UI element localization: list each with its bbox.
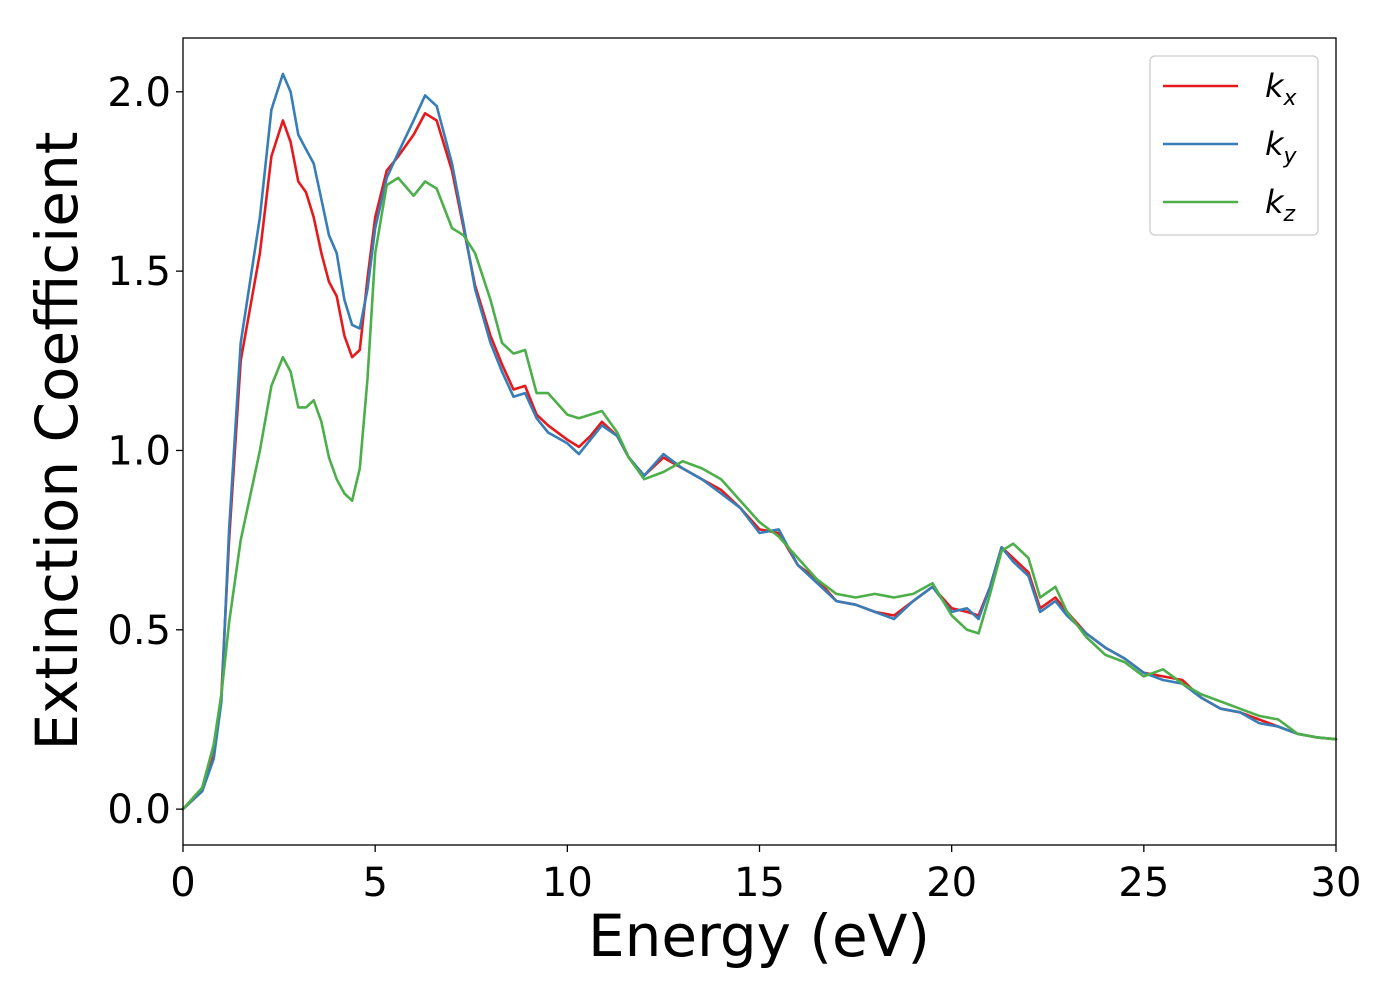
legend-label-kx: kx — [1265, 67, 1298, 111]
y-axis-title: Extinction Coefficient — [23, 132, 91, 751]
legend-box — [1149, 55, 1319, 236]
y-tick-label: 2.0 — [107, 70, 171, 116]
x-tick-label: 25 — [1118, 860, 1169, 906]
x-axis: 0 5 10 15 20 25 30 — [170, 845, 1361, 906]
x-tick-label: 15 — [734, 860, 785, 906]
y-tick-label: 1.0 — [107, 428, 171, 474]
series-layer — [181, 72, 1338, 811]
legend-label-ky: ky — [1265, 125, 1298, 169]
y-axis: 0.0 0.5 1.0 1.5 2.0 — [107, 70, 183, 833]
y-tick-label: 1.5 — [107, 249, 171, 295]
x-tick-label: 30 — [1311, 860, 1362, 906]
y-tick-label: 0.5 — [107, 608, 171, 654]
x-tick-label: 20 — [926, 860, 977, 906]
series-line-kz — [181, 176, 1338, 811]
y-tick-label: 0.0 — [107, 787, 171, 833]
x-axis-title: Energy (eV) — [588, 902, 930, 970]
x-tick-label: 5 — [362, 860, 387, 906]
x-tick-label: 10 — [542, 860, 593, 906]
x-tick-label: 0 — [170, 860, 195, 906]
